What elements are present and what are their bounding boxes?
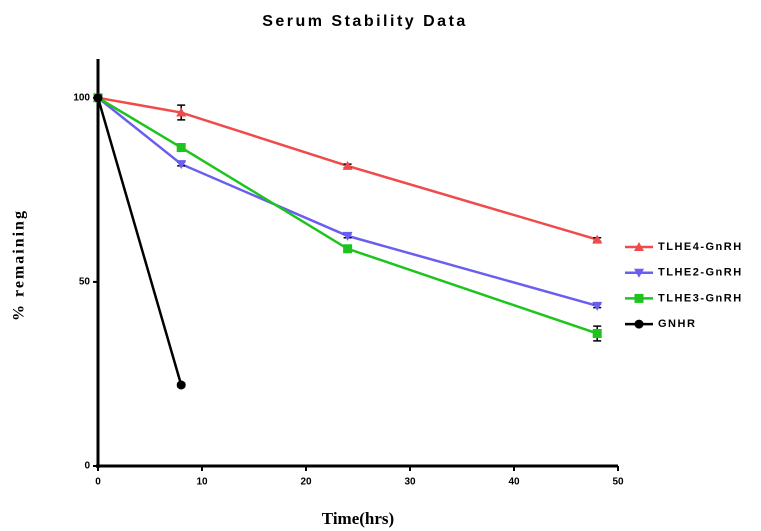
marker [592, 234, 603, 244]
series-line [97, 96, 598, 335]
chart-title: Serum Stability Data [262, 13, 468, 30]
marker [93, 93, 103, 103]
y-tick-label: 100 [73, 92, 90, 103]
marker [634, 268, 644, 278]
x-tick-label: 30 [404, 477, 416, 488]
legend-label: GNHR [658, 318, 696, 330]
legend-label: TLHE2-GnRH [658, 267, 743, 279]
marker [634, 293, 644, 303]
series-line [97, 96, 598, 241]
marker [592, 301, 603, 311]
series-line [97, 96, 598, 308]
x-tick-label: 20 [300, 477, 312, 488]
marker [176, 143, 186, 153]
y-axis-title: % remaining [11, 209, 28, 321]
marker [342, 231, 353, 241]
marker [176, 380, 186, 390]
x-tick-label: 10 [196, 477, 208, 488]
marker [634, 242, 644, 251]
marker [176, 107, 187, 117]
marker [634, 319, 644, 329]
marker [343, 244, 353, 254]
marker [592, 328, 602, 338]
x-tick-label: 50 [612, 477, 624, 488]
marker [176, 160, 187, 170]
legend-label: TLHE4-GnRH [658, 241, 743, 253]
y-tick-label: 50 [79, 277, 91, 288]
legend-label: TLHE3-GnRH [658, 292, 743, 304]
x-tick-label: 40 [508, 477, 520, 488]
y-tick-label: 0 [84, 461, 90, 472]
marker [342, 160, 353, 170]
x-axis-title: Time(hrs) [322, 509, 394, 528]
x-tick-label: 0 [95, 477, 101, 488]
series-line [96, 97, 183, 386]
